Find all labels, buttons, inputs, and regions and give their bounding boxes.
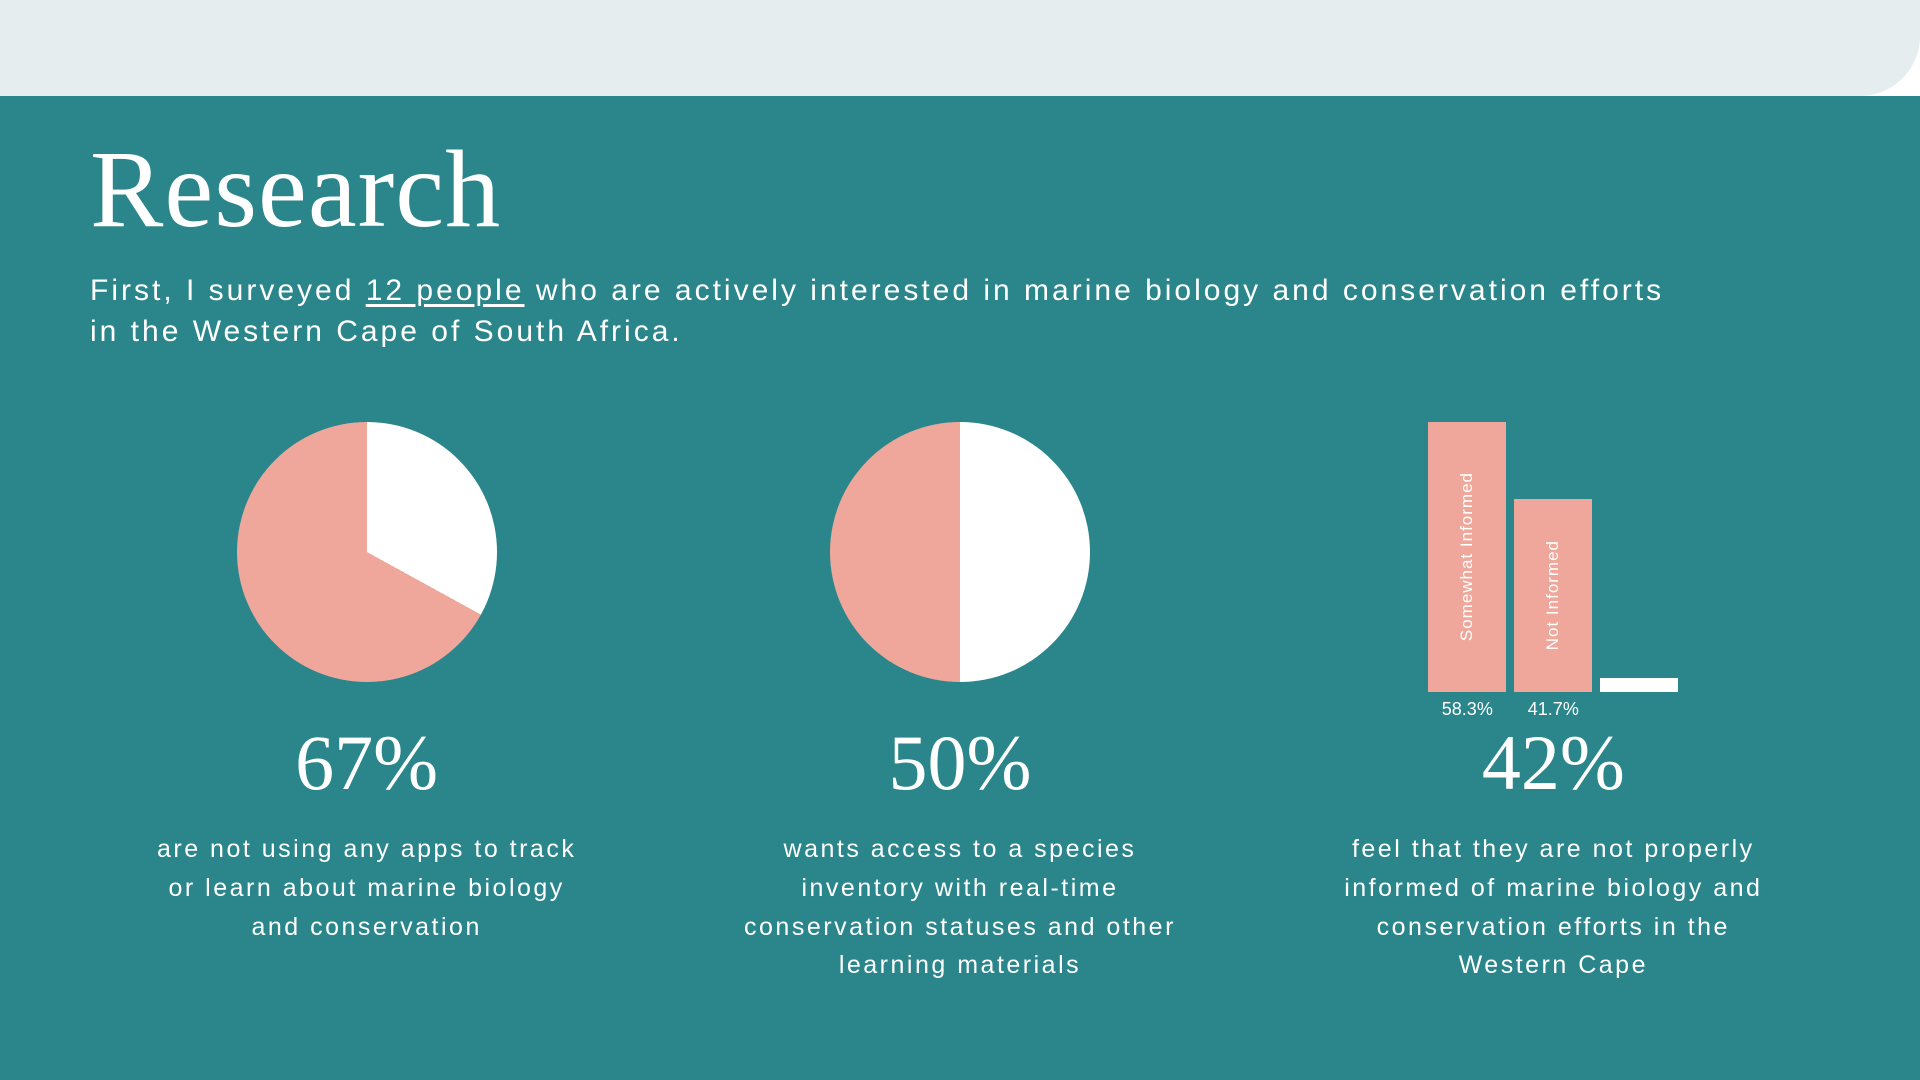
stat-2: 50% wants access to a species inventory … <box>683 402 1236 985</box>
pie-chart-1 <box>90 402 643 702</box>
stats-row: 67% are not using any apps to track or l… <box>90 402 1830 985</box>
bar-pct-0: 58.3% <box>1442 699 1493 720</box>
slide: Research First, I surveyed 12 people who… <box>0 0 1920 1080</box>
bar-chart: Somewhat Informed58.3%Not Informed41.7% <box>1277 402 1830 702</box>
stat-1-desc: are not using any apps to track or learn… <box>147 830 587 946</box>
subtitle-underlined: 12 people <box>366 274 525 307</box>
stat-3-value: 42% <box>1482 718 1625 808</box>
bar-label-1: Not Informed <box>1543 540 1563 650</box>
pie-2 <box>830 422 1090 682</box>
stat-3-desc: feel that they are not properly informed… <box>1333 830 1773 985</box>
main-content: Research First, I surveyed 12 people who… <box>0 96 1920 1080</box>
subtitle: First, I surveyed 12 people who are acti… <box>90 271 1690 352</box>
stat-2-value: 50% <box>889 718 1032 808</box>
bar-pct-1: 41.7% <box>1528 699 1579 720</box>
bars-wrap: Somewhat Informed58.3%Not Informed41.7% <box>1428 412 1678 692</box>
top-bar <box>0 0 1920 96</box>
stat-1-value: 67% <box>295 718 438 808</box>
stat-2-desc: wants access to a species inventory with… <box>740 830 1180 985</box>
bar-1: Not Informed41.7% <box>1514 499 1592 692</box>
page-title: Research <box>90 126 1830 253</box>
bar-0: Somewhat Informed58.3% <box>1428 422 1506 692</box>
pie-chart-2 <box>683 402 1236 702</box>
bar-2 <box>1600 678 1678 692</box>
subtitle-pre: First, I surveyed <box>90 274 366 307</box>
bar-label-0: Somewhat Informed <box>1457 472 1477 641</box>
stat-3: Somewhat Informed58.3%Not Informed41.7% … <box>1277 402 1830 985</box>
stat-1: 67% are not using any apps to track or l… <box>90 402 643 985</box>
pie-1 <box>237 422 497 682</box>
